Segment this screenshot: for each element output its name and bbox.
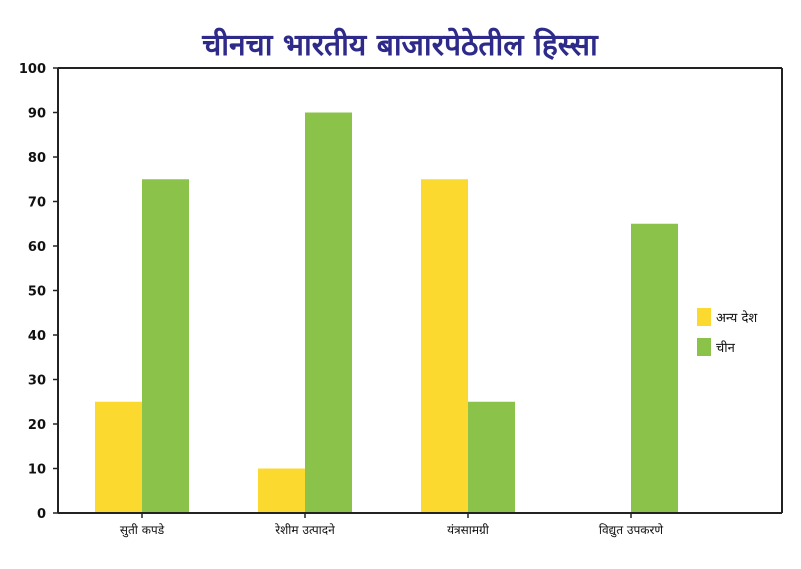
chart-title: चीनचा भारतीय बाजारपेठेतील हिस्सा [201,27,599,63]
legend: अन्य देश चीन [697,308,758,356]
bar-other-countries-0 [95,401,142,513]
y-tick-label: 40 [28,329,46,344]
y-tick-label: 70 [28,196,46,211]
y-tick-label: 90 [28,107,46,122]
x-tick-labels: सुती कपडे रेशीम उत्पादने यंत्रसामग्री विद्य… [120,513,664,538]
legend-label-other-countries: अन्य देश [716,310,758,326]
legend-swatch-china [697,338,711,356]
y-tick-label: 0 [37,507,46,522]
y-tick-label: 100 [19,62,46,77]
y-tick-label: 60 [28,240,46,255]
bar-other-countries-2 [421,179,468,513]
y-tick-label: 20 [28,418,46,433]
y-tick-label: 30 [28,374,46,389]
y-ticks: 0 10 20 30 40 50 60 70 80 90 100 [19,62,58,522]
x-tick-label: सुती कपडे [120,523,165,538]
x-tick-label: रेशीम उत्पादने [275,523,335,537]
y-tick-label: 80 [28,151,46,166]
bar-china-1 [305,112,352,513]
y-tick-label: 50 [28,285,46,300]
bars-layer [95,112,678,513]
bar-china-2 [468,401,515,513]
bar-china-3 [631,223,678,513]
legend-swatch-other-countries [697,308,711,326]
bar-other-countries-1 [258,468,305,513]
y-tick-label: 10 [28,463,46,478]
x-tick-label: विद्युत उपकरणे [599,523,664,538]
legend-label-china: चीन [716,340,736,356]
x-tick-label: यंत्रसामग्री [447,523,490,537]
bar-china-0 [142,179,189,513]
